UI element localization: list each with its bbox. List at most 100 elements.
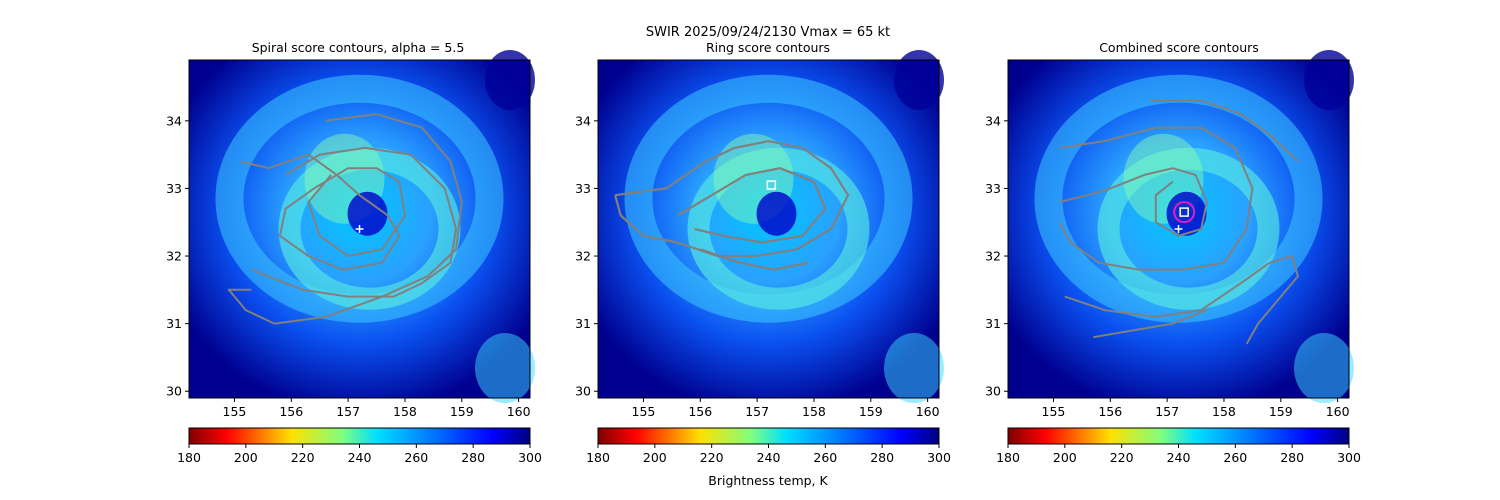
- cloud-patch: [475, 333, 535, 403]
- contour-lines: [614, 140, 850, 271]
- colorbar-tick-label: 220: [1110, 450, 1134, 465]
- y-axis-ticks: 30 31 32 33 34: [985, 113, 1008, 399]
- x-tick-label: 158: [802, 404, 826, 419]
- y-tick-label: 31: [166, 316, 182, 331]
- contour-line: [239, 153, 406, 271]
- brightness-heatmap: [1008, 50, 1354, 403]
- contour-line: [227, 113, 463, 325]
- axes-frame: [188, 59, 531, 399]
- y-tick-label: 34: [985, 113, 1001, 128]
- y-tick-label: 30: [166, 384, 182, 399]
- x-axis-ticks: 155 156 157 158 159 160: [1042, 398, 1350, 419]
- colorbar-tick-label: 200: [234, 450, 258, 465]
- colorbar-tick-label: 180: [586, 450, 610, 465]
- x-tick-label: 157: [1155, 404, 1179, 419]
- x-axis-ticks: 155 156 157 158 159 160: [632, 398, 940, 419]
- y-tick-label: 33: [166, 181, 182, 196]
- x-tick-label: 158: [1212, 404, 1236, 419]
- colorbar-tick-label: 260: [813, 450, 837, 465]
- best-center-circle: [1173, 201, 1196, 224]
- contour-line: [699, 248, 809, 271]
- x-tick-label: 158: [393, 404, 417, 419]
- colorbar: [1007, 427, 1350, 445]
- colorbar-tick-label: 260: [404, 450, 428, 465]
- storm-eye-region: [756, 191, 797, 236]
- panel-title: Ring score contours: [706, 40, 830, 55]
- contour-line: [1058, 126, 1254, 271]
- colorbar-tick-label: 220: [291, 450, 315, 465]
- colorbar-tick-label: 300: [927, 450, 951, 465]
- cloud-patch: [884, 333, 944, 403]
- y-tick-label: 34: [166, 113, 182, 128]
- cloud-patch: [1294, 333, 1354, 403]
- clear-sky-region: [1304, 50, 1354, 110]
- y-tick-label: 33: [575, 181, 591, 196]
- colorbar-tick-label: 240: [1167, 450, 1191, 465]
- center-markers: [355, 225, 364, 233]
- colorbar-tick-label: 280: [1280, 450, 1304, 465]
- colorbar-tick-label: 220: [700, 450, 724, 465]
- colorbar-tick-label: 280: [461, 450, 485, 465]
- x-tick-label: 155: [223, 404, 247, 419]
- contour-line: [1150, 99, 1299, 163]
- y-tick-label: 33: [985, 181, 1001, 196]
- y-tick-label: 30: [575, 384, 591, 399]
- contour-line: [614, 140, 850, 258]
- y-tick-label: 34: [575, 113, 591, 128]
- x-axis-ticks: 155 156 157 158 159 160: [223, 398, 531, 419]
- contour-line: [251, 146, 458, 298]
- y-tick-label: 31: [575, 316, 591, 331]
- contour-lines: [1058, 99, 1299, 345]
- panel-spiral: Spiral score contours, alpha = 5.5 155 15…: [166, 40, 535, 419]
- cloud-band: [687, 147, 870, 310]
- colorbar-tick-label: 240: [348, 450, 372, 465]
- center-markers: [766, 180, 777, 190]
- storm-eye-region: [1166, 191, 1207, 236]
- center-markers: [1173, 201, 1196, 233]
- x-tick-label: 159: [1269, 404, 1293, 419]
- colorbars: 180 200 220 240 260 280 300 180 200 220 240 260 280 3…: [177, 427, 1361, 465]
- colorbar-label: Brightness temp, K: [708, 473, 828, 488]
- cloud-band: [1097, 147, 1280, 310]
- y-axis-ticks: 30 31 32 33 34: [575, 113, 598, 399]
- colorbar-tick-label: 180: [996, 450, 1020, 465]
- panel-combined: Combined score contours 155 156 157 158 159 1…: [985, 40, 1354, 419]
- figure-suptitle: SWIR 2025/09/24/2130 Vmax = 65 kt: [646, 25, 890, 40]
- contour-line: [677, 167, 827, 244]
- square-marker: [1179, 207, 1189, 217]
- colorbar-tick-label: 280: [870, 450, 894, 465]
- colorbar-tick-label: 180: [177, 450, 201, 465]
- colorbar-tick-label: 300: [1337, 450, 1361, 465]
- y-tick-label: 31: [985, 316, 1001, 331]
- panel-ring: Ring score contours 155 156 157 158 159 160 3…: [575, 40, 944, 419]
- clear-sky-region: [894, 50, 944, 110]
- storm-eye-region: [347, 191, 388, 236]
- x-tick-label: 155: [1042, 404, 1066, 419]
- x-tick-label: 156: [688, 404, 712, 419]
- x-tick-label: 159: [450, 404, 474, 419]
- plus-marker: [355, 225, 364, 233]
- contour-lines: [227, 113, 463, 325]
- clear-sky-region: [485, 50, 535, 110]
- x-tick-label: 157: [336, 404, 360, 419]
- brightness-heatmap: [189, 50, 535, 403]
- x-tick-label: 159: [859, 404, 883, 419]
- colorbar: [188, 427, 531, 445]
- y-tick-label: 32: [575, 249, 591, 264]
- y-tick-label: 32: [166, 249, 182, 264]
- x-tick-label: 156: [1098, 404, 1122, 419]
- plus-marker: [1174, 225, 1183, 233]
- colorbar-tick-label: 240: [757, 450, 781, 465]
- y-axis-ticks: 30 31 32 33 34: [166, 113, 189, 399]
- axes-frame: [597, 59, 940, 399]
- y-tick-label: 30: [985, 384, 1001, 399]
- colorbar: [597, 427, 940, 445]
- x-tick-label: 155: [632, 404, 656, 419]
- brightness-heatmap: [598, 50, 944, 403]
- colorbar-tick-label: 300: [518, 450, 542, 465]
- panel-title: Combined score contours: [1099, 40, 1259, 55]
- axes-frame: [1007, 59, 1350, 399]
- colorbar-tick-label: 200: [643, 450, 667, 465]
- panel-title: Spiral score contours, alpha = 5.5: [252, 40, 465, 55]
